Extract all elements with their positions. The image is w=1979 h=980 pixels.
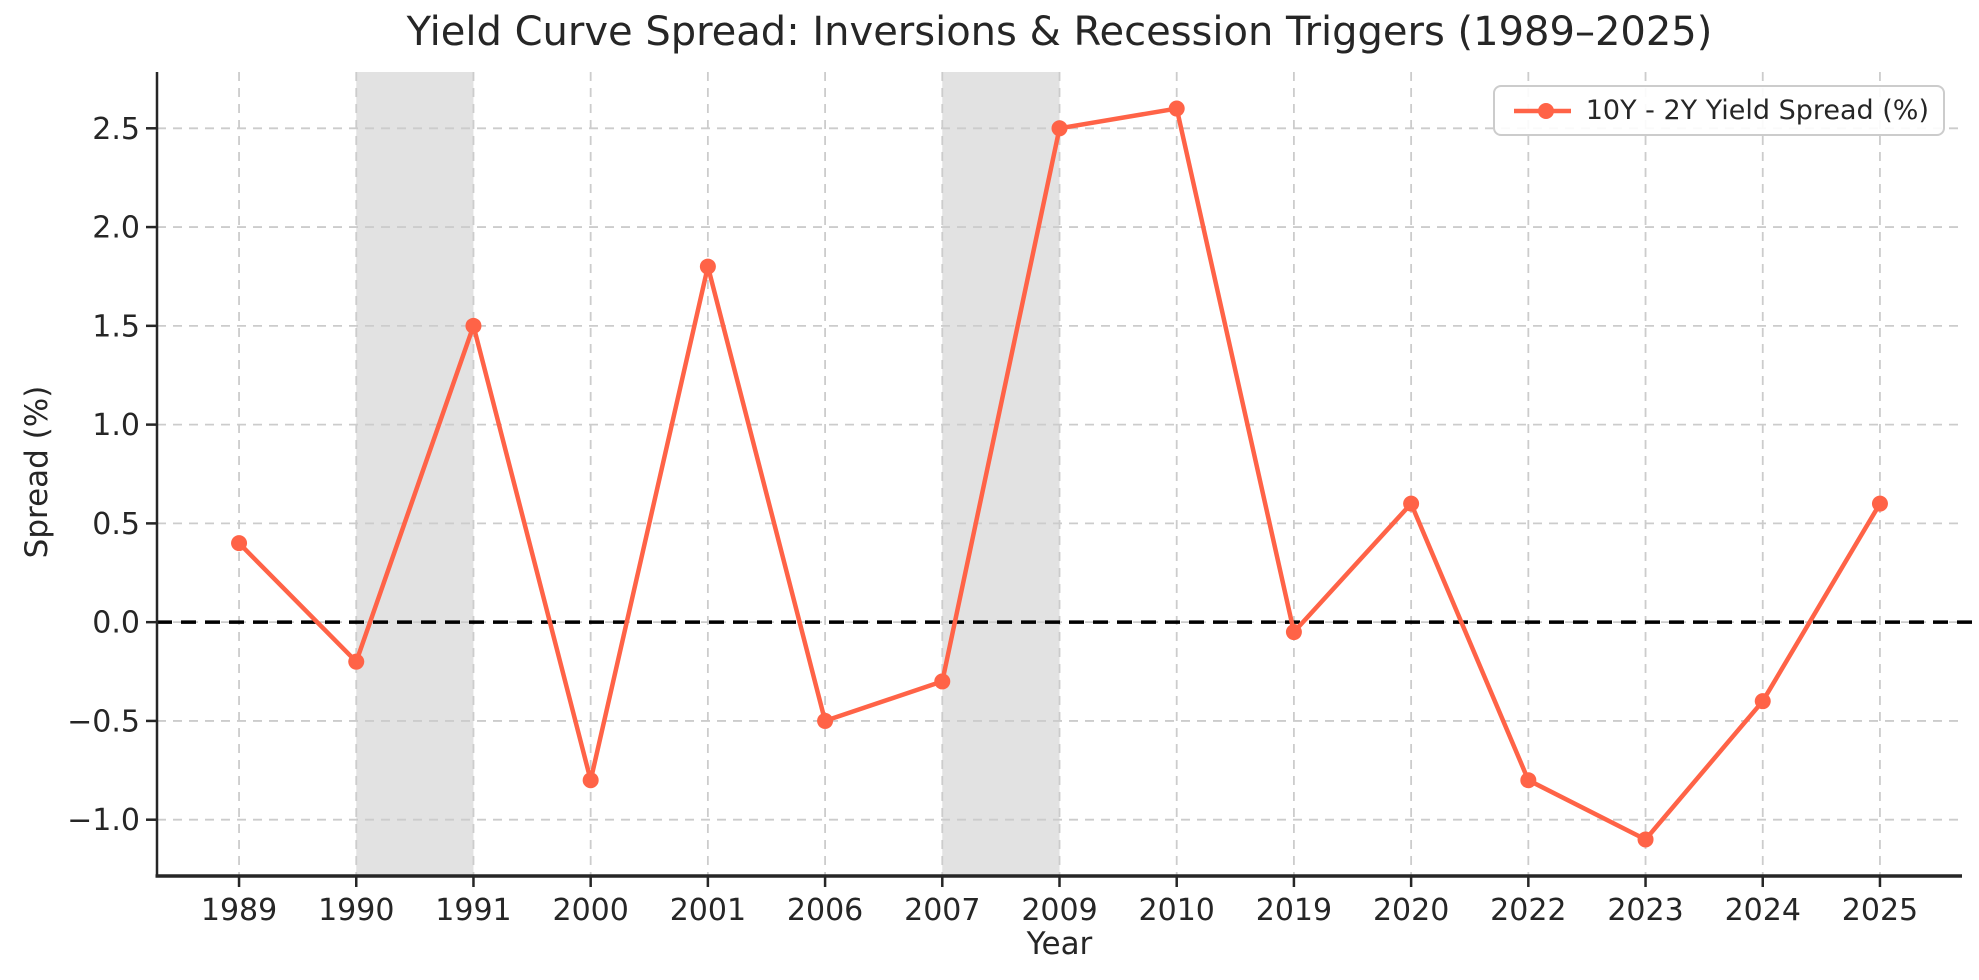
y-axis-label: Spread (%) (19, 385, 55, 559)
x-tick-label-2025: 2025 (1842, 893, 1918, 928)
x-tick-label-2010: 2010 (1139, 893, 1215, 928)
recession-band-1990-1991 (356, 72, 474, 876)
x-tick-label-2009: 2009 (1021, 893, 1097, 928)
y-tick-label--0.5: −0.5 (67, 704, 140, 739)
data-point-1991 (465, 317, 482, 334)
legend-label: 10Y - 2Y Yield Spread (%) (1585, 95, 1929, 126)
x-tick-label-2024: 2024 (1725, 893, 1801, 928)
x-tick-label-2007: 2007 (904, 893, 980, 928)
data-point-1990 (348, 653, 365, 670)
data-point-2001 (699, 258, 716, 275)
x-tick-label-1989: 1989 (201, 893, 277, 928)
data-point-2024 (1754, 693, 1771, 710)
x-tick-label-2006: 2006 (787, 893, 863, 928)
data-point-2010 (1168, 100, 1185, 117)
data-point-1989 (231, 535, 248, 552)
x-tick-label-2000: 2000 (552, 893, 628, 928)
y-tick-label-2.5: 2.5 (92, 112, 140, 147)
y-tick-label-1.5: 1.5 (92, 309, 140, 344)
x-tick-label-2001: 2001 (670, 893, 746, 928)
y-tick-label--1: −1.0 (67, 803, 140, 838)
y-tick-label-0: 0.0 (92, 606, 140, 641)
data-point-2019 (1285, 624, 1302, 641)
data-point-2000 (582, 772, 599, 789)
x-tick-label-2019: 2019 (1256, 893, 1332, 928)
x-axis-label: Year (1026, 926, 1093, 962)
data-point-2020 (1403, 495, 1420, 512)
x-tick-label-2020: 2020 (1373, 893, 1449, 928)
data-point-2023 (1637, 831, 1654, 848)
data-point-2025 (1871, 495, 1888, 512)
data-point-2022 (1520, 772, 1537, 789)
data-point-2007 (934, 673, 951, 690)
y-tick-label-0.5: 0.5 (92, 507, 140, 542)
legend-line-marker-icon (1514, 102, 1571, 119)
data-point-2009 (1051, 120, 1068, 137)
chart-title: Yield Curve Spread: Inversions & Recessi… (406, 9, 1713, 55)
legend: 10Y - 2Y Yield Spread (%) (1493, 85, 1945, 136)
x-tick-label-2023: 2023 (1607, 893, 1683, 928)
x-tick-label-1991: 1991 (435, 893, 511, 928)
y-tick-label-1: 1.0 (92, 408, 140, 443)
x-tick-label-2022: 2022 (1490, 893, 1566, 928)
data-point-2006 (817, 712, 834, 729)
recession-band-2007-2009 (942, 72, 1060, 876)
x-tick-label-1990: 1990 (318, 893, 394, 928)
y-tick-label-2: 2.0 (92, 211, 140, 246)
